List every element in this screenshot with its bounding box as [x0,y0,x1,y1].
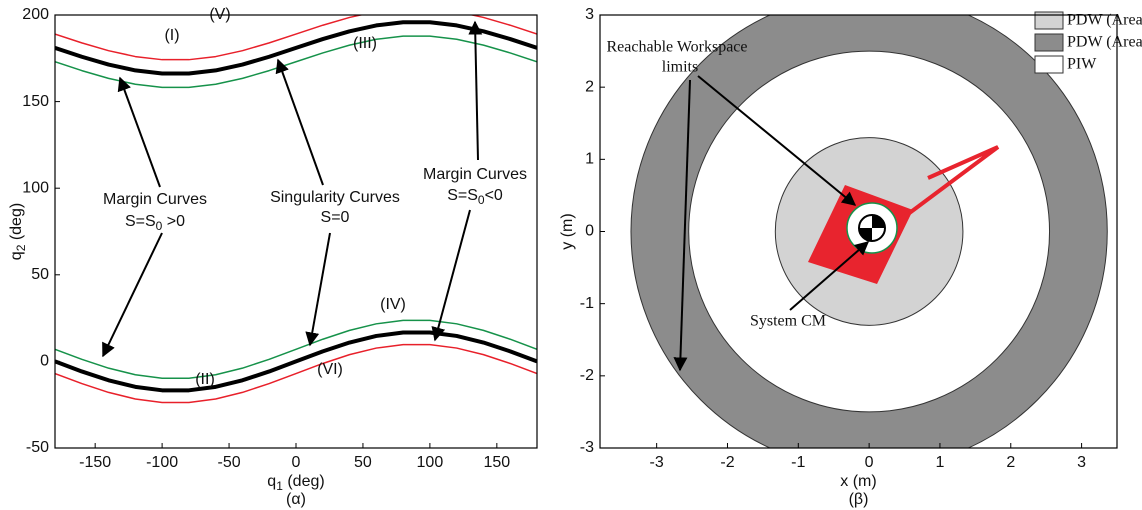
legend-swatch [1035,56,1063,73]
y-tick-label: 3 [585,6,594,23]
x-tick-label: 150 [483,454,510,471]
y-axis-label: q2 (deg) [8,203,28,260]
condition-label: S=S0 >0 [125,213,185,233]
y-tick-label: 2 [585,78,594,95]
arrow [278,60,323,185]
annotation: Margin Curves [423,166,527,183]
x-tick-label: -150 [79,454,111,471]
y-tick-label: 200 [22,6,49,23]
x-tick-label: 50 [354,454,372,471]
y-tick-label: 50 [31,266,49,283]
x-axis-label: x (m) [840,473,876,490]
x-tick-label: -1 [791,454,805,471]
x-tick-label: 2 [1006,454,1015,471]
x-tick-label: 0 [865,454,874,471]
curve [55,22,537,73]
y-tick-label: -1 [580,295,594,312]
annotation: Margin Curves [103,191,207,208]
panel-caption: (α) [286,491,306,508]
annotation: Reachable Workspace [606,39,747,56]
annotation: S=0 [321,209,350,226]
annotation: (I) [164,27,179,44]
y-tick-label: 150 [22,93,49,110]
figure: (I)(II)(III)(IV)(V)(VI)Margin CurvesSing… [0,0,1142,510]
arrow [475,22,478,160]
legend-label: PIW [1067,56,1097,73]
x-tick-label: -100 [146,454,178,471]
arrow [310,233,330,345]
arrow [120,78,160,187]
y-tick-label: 100 [22,179,49,196]
y-tick-label: -3 [580,439,594,456]
condition-label: S=S0<0 [447,187,503,207]
x-tick-label: 0 [292,454,301,471]
condition-label-rest: >0 [162,213,185,230]
legend-swatch [1035,34,1063,51]
x-tick-label: 3 [1077,454,1086,471]
curve [55,36,537,87]
x-tick-label: -3 [650,454,664,471]
x-axis-label-main: q [267,473,276,490]
x-tick-label: 1 [935,454,944,471]
y-axis-label: y (m) [559,213,576,249]
y-tick-label: -50 [26,439,49,456]
x-axis-label-rest: (deg) [283,473,325,490]
legend-label: PDW (Area B) [1067,34,1142,51]
y-tick-label: -2 [580,367,594,384]
y-tick-label: 0 [585,223,594,240]
legend-label: PDW (Area A) [1067,12,1142,29]
y-tick-label: 0 [40,353,49,370]
x-tick-label: 100 [417,454,444,471]
annotation: (VI) [317,361,343,378]
annotation: (III) [353,35,377,52]
annotation: System CM [750,313,826,330]
x-tick-label: -50 [217,454,240,471]
condition-label-main: S=S [447,187,478,204]
condition-label-main: S=S [125,213,156,230]
y-tick-label: 1 [585,151,594,168]
panel-caption: (β) [849,491,869,508]
x-axis-label: q1 (deg) [267,473,324,493]
x-tick-label: -2 [720,454,734,471]
annotation: (IV) [380,296,406,313]
arrow [103,233,162,356]
y-axis-label-rest: (deg) [8,203,25,245]
annotation: limits [662,59,698,76]
annotation: (II) [195,371,215,388]
arrow [435,210,470,340]
y-axis-label-main: q [8,251,25,260]
curve [55,332,537,390]
condition-label-rest: <0 [485,187,503,204]
curve [55,8,537,59]
annotation: Singularity Curves [270,189,400,206]
